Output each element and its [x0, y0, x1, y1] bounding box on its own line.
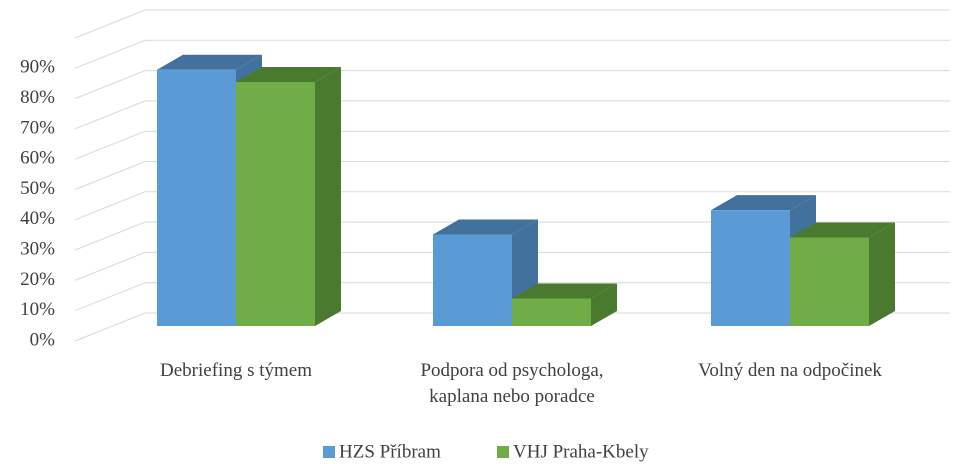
bar-side — [591, 283, 617, 326]
grid-line — [74, 282, 950, 312]
grid-line — [74, 161, 950, 190]
legend-swatch — [497, 446, 509, 458]
y-tick-label: 70% — [20, 117, 55, 138]
y-tick-label: 20% — [20, 269, 55, 290]
grid-line — [74, 9, 950, 39]
grid-line — [74, 312, 950, 342]
bar-top — [790, 222, 895, 238]
bar-side — [315, 67, 341, 326]
bar-front — [711, 210, 790, 326]
y-tick-label: 60% — [20, 148, 55, 169]
grid-line — [74, 251, 950, 281]
bar — [512, 283, 617, 326]
y-tick-label: 0% — [30, 329, 56, 350]
x-tick-label: Volný den na odpočinek — [698, 360, 882, 381]
x-tick-label: Podpora od psychologa, kaplana nebo pora… — [420, 360, 604, 407]
bar-top — [157, 54, 262, 70]
grid-line — [74, 70, 950, 100]
y-tick-label: 40% — [20, 208, 55, 229]
bar-front — [433, 234, 512, 326]
y-tick-label: 50% — [20, 178, 55, 199]
bar — [236, 67, 341, 326]
bar-top — [433, 219, 538, 235]
x-tick-label: Debriefing s týmem — [160, 360, 312, 381]
bar-front — [512, 298, 591, 326]
bar-side — [869, 222, 895, 326]
grid-line — [74, 100, 950, 130]
grid-line — [74, 39, 950, 69]
legend-swatch — [323, 446, 335, 458]
bar-top — [711, 195, 816, 211]
bar-front — [790, 237, 869, 326]
legend-label: HZS Příbram — [339, 441, 441, 462]
bar-top — [236, 67, 341, 82]
legend-label: VHJ Praha-Kbely — [513, 441, 649, 462]
grid-line — [74, 191, 950, 221]
bar-front — [236, 82, 315, 326]
grid-line — [74, 221, 950, 251]
y-tick-label: 30% — [20, 238, 55, 259]
y-tick-label: 10% — [20, 299, 55, 320]
bar-front — [157, 69, 236, 327]
y-tick-label: 90% — [20, 57, 55, 78]
y-tick-label: 80% — [20, 87, 55, 108]
bar — [790, 222, 895, 326]
grid-line — [74, 130, 950, 160]
bar-top — [512, 283, 617, 299]
